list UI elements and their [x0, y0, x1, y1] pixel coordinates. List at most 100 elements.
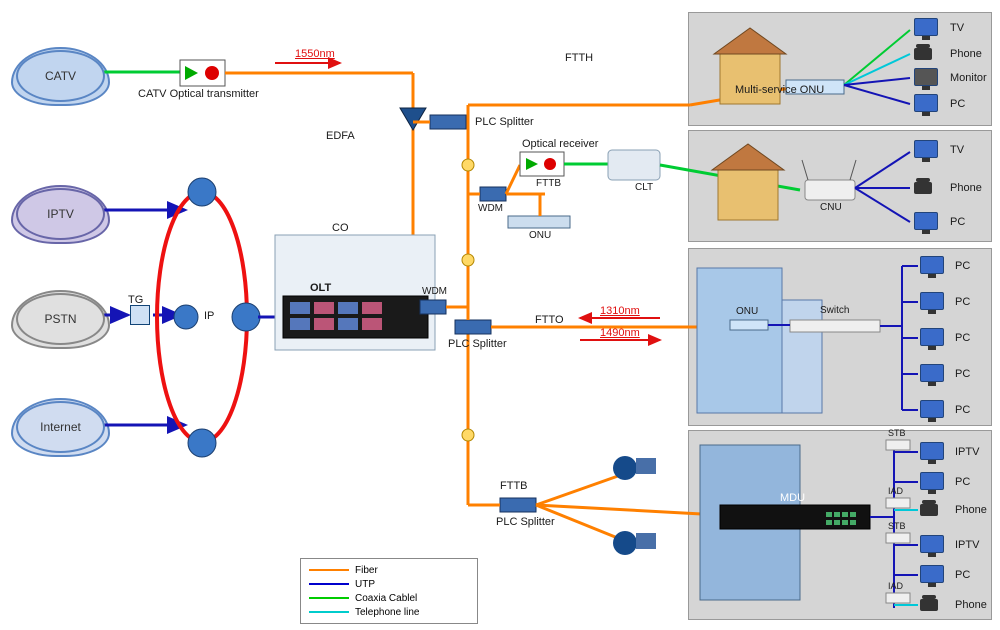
lbl-phone: Phone — [955, 504, 987, 516]
lbl-iptv: IPTV — [955, 446, 979, 458]
lbl-pc: PC — [950, 98, 965, 110]
pc-icon — [914, 94, 938, 112]
cloud-iptv: IPTV — [16, 188, 105, 240]
lbl-phone: Phone — [955, 599, 987, 611]
legend-swatch-tel — [309, 611, 349, 613]
lbl-pc: PC — [955, 368, 970, 380]
lbl-ftto: FTTO — [535, 314, 564, 326]
edfa-icon — [400, 108, 426, 130]
plc-splitter-2 — [455, 320, 491, 334]
lbl-plc3: PLC Splitter — [496, 516, 555, 528]
lbl-iad: IAD — [888, 581, 903, 591]
cnu-device — [805, 180, 855, 200]
router-bottom — [188, 429, 216, 457]
lbl-co: CO — [332, 222, 349, 234]
lbl-plc1: PLC Splitter — [475, 116, 534, 128]
legend-label: Fiber — [355, 565, 378, 576]
lbl-pc: PC — [955, 332, 970, 344]
lbl-1490: 1490nm — [600, 327, 640, 339]
lbl-pc: PC — [950, 216, 965, 228]
lbl-catv-tx: CATV Optical transmitter — [138, 88, 259, 100]
lbl-phone: Phone — [950, 182, 982, 194]
cloud-label: Internet — [40, 420, 81, 434]
lbl-onu-top: Multi-service ONU — [735, 84, 824, 96]
pc-icon — [920, 256, 944, 274]
lbl-wdm1: WDM — [422, 286, 447, 297]
lbl-1310: 1310nm — [600, 305, 640, 317]
monitor-icon — [914, 68, 938, 86]
pc-icon — [920, 565, 944, 583]
lbl-tg: TG — [128, 294, 143, 306]
cloud-internet: Internet — [16, 401, 105, 453]
lbl-switch: Switch — [820, 305, 849, 316]
pc-icon — [920, 364, 944, 382]
router-right — [232, 303, 260, 331]
lbl-fttb1: FTTB — [536, 178, 561, 189]
cloud-label: CATV — [45, 69, 76, 83]
router-top — [188, 178, 216, 206]
lbl-ftth: FTTH — [565, 52, 593, 64]
wdm-mid — [480, 187, 506, 201]
lbl-pc: PC — [955, 476, 970, 488]
tv-icon — [914, 18, 938, 36]
plc-splitter-1 — [430, 115, 466, 129]
phone-icon — [914, 48, 932, 60]
lbl-tv: TV — [950, 22, 964, 34]
lbl-tv: TV — [950, 144, 964, 156]
lbl-pc: PC — [955, 260, 970, 272]
clt-icon — [608, 150, 660, 180]
lbl-edfa: EDFA — [326, 130, 355, 142]
pc-icon — [920, 328, 944, 346]
legend-label: UTP — [355, 579, 375, 590]
lbl-wdm2: WDM — [478, 203, 503, 214]
cloud-label: IPTV — [47, 207, 74, 221]
lbl-optical-rx: Optical receiver — [522, 138, 598, 150]
lbl-onu-mid: ONU — [529, 230, 551, 241]
legend-swatch-utp — [309, 583, 349, 585]
switch-device — [790, 320, 880, 332]
onu-fttb — [508, 216, 570, 228]
cloud-catv: CATV — [16, 50, 105, 102]
legend-swatch-fiber — [309, 569, 349, 571]
legend-swatch-coax — [309, 597, 349, 599]
lbl-monitor: Monitor — [950, 72, 987, 84]
phone-icon — [920, 504, 938, 516]
router-ip — [174, 305, 198, 329]
legend: Fiber UTP Coaxia Cablel Telephone line — [300, 558, 478, 624]
cloud-label: PSTN — [44, 312, 76, 326]
wdm-olt — [420, 300, 446, 314]
lbl-olt: OLT — [310, 282, 331, 294]
office-building — [697, 268, 782, 413]
legend-label: Coaxia Cablel — [355, 593, 417, 604]
pc-icon — [914, 212, 938, 230]
lbl-plc2: PLC Splitter — [448, 338, 507, 350]
lbl-ip: IP — [204, 310, 214, 322]
lbl-fttb2: FTTB — [500, 480, 528, 492]
iptv-icon — [920, 442, 944, 460]
phone-icon — [914, 182, 932, 194]
house-2 — [718, 170, 778, 220]
phone-icon — [920, 599, 938, 611]
lbl-1550: 1550nm — [295, 48, 335, 60]
lbl-iad: IAD — [888, 486, 903, 496]
house-1 — [720, 54, 780, 104]
pc-icon — [920, 400, 944, 418]
lbl-pc: PC — [955, 296, 970, 308]
lbl-mdu: MDU — [780, 492, 805, 504]
pc-icon — [920, 472, 944, 490]
lbl-pc: PC — [955, 569, 970, 581]
legend-label: Telephone line — [355, 607, 420, 618]
lbl-iptv: IPTV — [955, 539, 979, 551]
cloud-pstn: PSTN — [16, 293, 105, 345]
onu-office — [730, 320, 768, 330]
lbl-pc: PC — [955, 404, 970, 416]
lbl-clt: CLT — [635, 182, 653, 193]
iptv-icon — [920, 535, 944, 553]
plc-splitter-3 — [500, 498, 536, 512]
tv-icon — [914, 140, 938, 158]
lbl-cnu: CNU — [820, 202, 842, 213]
lbl-onu-office: ONU — [736, 306, 758, 317]
tg-icon — [130, 305, 150, 325]
lbl-stb: STB — [888, 521, 906, 531]
lbl-phone: Phone — [950, 48, 982, 60]
